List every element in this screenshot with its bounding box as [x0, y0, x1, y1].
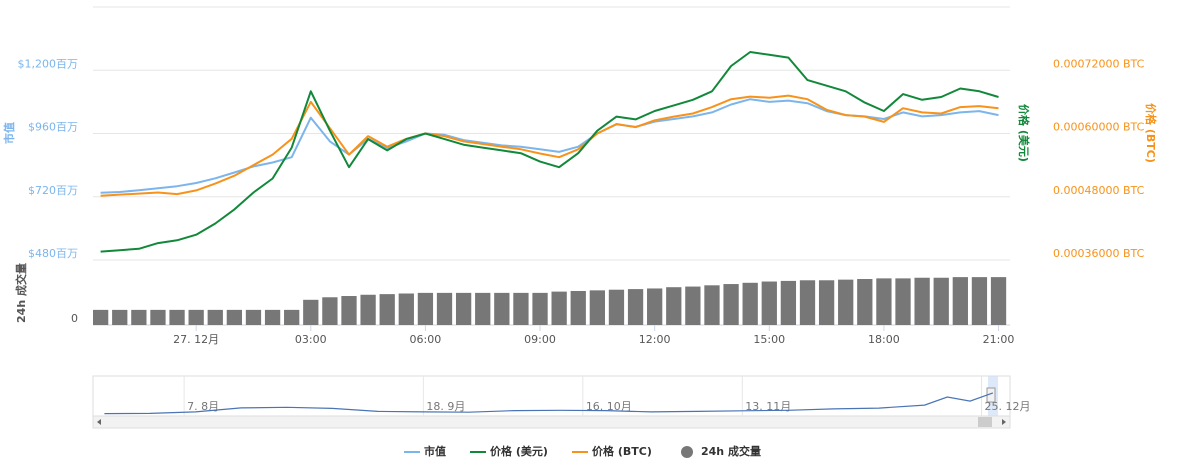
legend-label[interactable]: 价格 (美元) — [490, 444, 548, 458]
navigator-tick-label: 18. 9月 — [426, 400, 465, 413]
volume-bar — [322, 297, 338, 325]
volume-bar — [876, 278, 892, 325]
volume-bar — [933, 277, 949, 325]
volume-bar — [761, 281, 777, 325]
navigator-line — [104, 392, 994, 415]
navigator-tick-label: 7. 8月 — [187, 400, 219, 413]
volume-bar — [647, 288, 663, 325]
volume-bar — [169, 309, 185, 325]
y-axis-title: 市值 — [2, 122, 16, 144]
scroll-right[interactable] — [1002, 419, 1006, 425]
volume-bar — [131, 309, 147, 325]
volume-bar — [436, 292, 453, 325]
navigator-frame — [92, 375, 1011, 417]
volume-bar — [455, 292, 472, 325]
volume-bar — [838, 279, 854, 325]
series-line — [100, 51, 999, 253]
x-tick-label: 27. 12月 — [173, 333, 219, 346]
volume-bar — [207, 309, 223, 325]
x-tick-label: 06:00 — [410, 333, 442, 346]
volume-bar — [742, 282, 758, 325]
volume-bar — [704, 285, 720, 325]
volume-bar — [303, 299, 319, 325]
volume-bar — [818, 280, 835, 325]
volume-bar — [799, 280, 816, 325]
volume-tick-label: 0 — [71, 312, 78, 325]
volume-bar — [570, 290, 586, 325]
volume-bar — [112, 309, 128, 325]
series-line — [100, 98, 999, 194]
volume-bar — [952, 277, 968, 325]
volume-bar — [284, 309, 300, 325]
y2-tick-label: 0.00036000 BTC — [1053, 247, 1145, 260]
navigator-tick-label: 13. 11月 — [745, 400, 791, 413]
y-tick-label: $720百万 — [28, 184, 78, 197]
volume-bar — [990, 277, 1007, 325]
volume-bar — [226, 309, 243, 325]
x-tick-label: 18:00 — [868, 333, 900, 346]
volume-bar — [417, 292, 434, 325]
y2-tick-label: 0.00048000 BTC — [1053, 184, 1145, 197]
volume-bar — [551, 291, 567, 325]
navigator-tick-label: 16. 10月 — [586, 400, 632, 413]
volume-bar — [666, 287, 682, 325]
volume-bar — [627, 289, 644, 325]
volume-bar — [857, 279, 873, 325]
y-tick-label: $960百万 — [28, 121, 78, 134]
volume-bar — [914, 277, 930, 325]
volume-bar — [723, 284, 739, 325]
volume-bar — [341, 296, 357, 325]
volume-bar — [188, 309, 204, 325]
volume-bar — [93, 309, 109, 325]
navigator-tick-label: 25. 12月 — [985, 400, 1031, 413]
volume-bar — [150, 309, 166, 325]
x-tick-label: 12:00 — [639, 333, 671, 346]
scroll-left[interactable] — [97, 419, 101, 425]
volume-bar — [245, 309, 262, 325]
volume-bar — [513, 292, 529, 325]
y2-tick-label: 0.00060000 BTC — [1053, 121, 1145, 134]
volume-bar — [264, 309, 281, 325]
volume-bar — [608, 289, 625, 325]
volume-bar — [532, 292, 548, 325]
legend-label[interactable]: 24h 成交量 — [701, 444, 761, 458]
volume-axis-title: 24h 成交量 — [14, 263, 28, 323]
legend-label[interactable]: 市值 — [424, 444, 446, 458]
y2-tick-label: 0.00072000 BTC — [1053, 57, 1145, 70]
volume-bar — [360, 294, 376, 325]
x-tick-label: 21:00 — [983, 333, 1015, 346]
volume-bar — [685, 286, 701, 325]
volume-bar — [589, 290, 605, 325]
x-tick-label: 09:00 — [524, 333, 556, 346]
volume-bar — [379, 294, 395, 325]
x-tick-label: 15:00 — [753, 333, 785, 346]
series-line — [100, 94, 999, 197]
volume-bar — [895, 278, 911, 325]
scrollbar[interactable] — [92, 415, 1011, 429]
volume-bar — [494, 292, 510, 325]
legend-label[interactable]: 价格 (BTC) — [592, 444, 652, 458]
volume-bar — [475, 292, 491, 325]
y2-axis-title: 价格 (BTC) — [1144, 103, 1158, 163]
y3-axis-title: 价格 (美元) — [1017, 104, 1031, 162]
y-tick-label: $480百万 — [28, 247, 78, 260]
y-tick-label: $1,200百万 — [18, 57, 79, 70]
legend-symbol — [681, 446, 693, 458]
volume-bar — [780, 280, 797, 325]
volume-bar — [971, 277, 988, 325]
volume-bar — [398, 293, 414, 325]
x-tick-label: 03:00 — [295, 333, 327, 346]
scrollbar-thumb[interactable] — [978, 417, 992, 427]
